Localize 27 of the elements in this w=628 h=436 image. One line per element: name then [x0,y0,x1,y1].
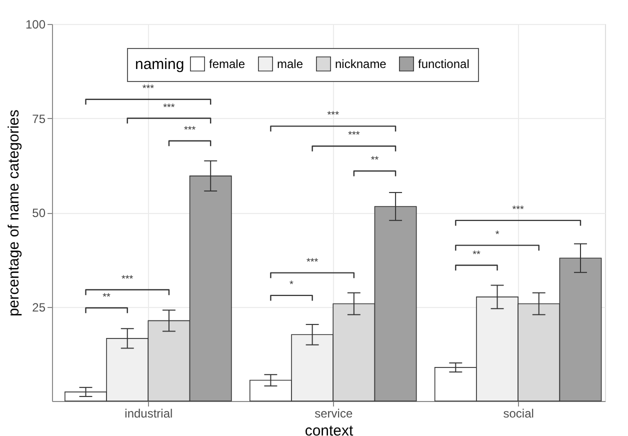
legend-label: nickname [335,56,387,71]
y-axis-title: percentage of name categories [5,110,22,316]
annotation: *** [306,256,318,268]
annotation: *** [184,124,196,136]
annotation: *** [327,110,340,122]
x-tick-label: industrial [124,406,173,420]
y-tick-label: 100 [25,18,46,32]
legend-label: female [209,56,246,71]
annotation: *** [512,204,524,216]
annotation: * [495,229,500,240]
x-axis-title: context [304,422,354,436]
annotation: * [290,279,294,290]
x-tick-label: service [314,406,353,420]
y-tick-label: 25 [32,300,46,314]
annotation: ** [370,155,379,166]
legend-title: naming [135,56,184,73]
annotation: *** [122,274,134,285]
legend-label: male [277,56,304,71]
y-tick-label: 50 [32,206,46,220]
annotation: ** [472,249,480,260]
y-tick-label: 75 [32,112,46,126]
legend-label: functional [418,56,470,71]
annotation: *** [142,83,154,94]
annotation: ** [102,292,111,303]
annotation: *** [163,102,175,114]
annotation: *** [348,130,360,142]
x-tick-label: social [503,406,534,420]
